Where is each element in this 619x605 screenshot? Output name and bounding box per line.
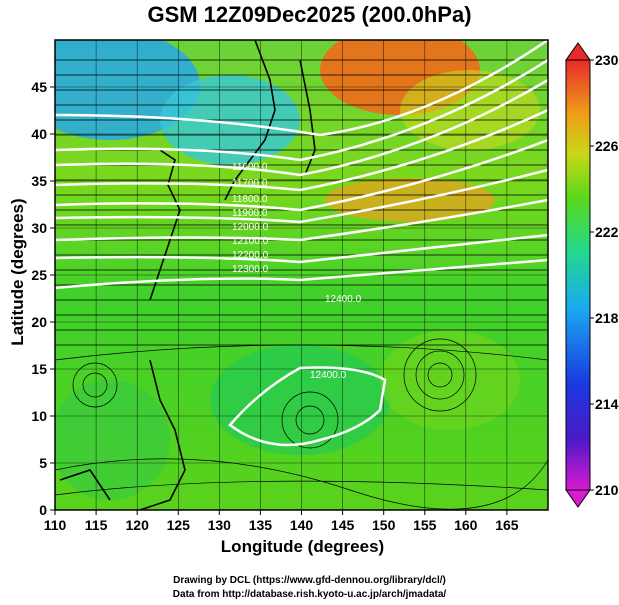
x-axis-label: Longitude (degrees) xyxy=(220,537,385,556)
y-tick-label: 20 xyxy=(31,314,47,330)
contour-label: 11700.0 xyxy=(232,178,268,189)
y-tick-label: 0 xyxy=(39,502,47,518)
x-tick-label: 160 xyxy=(454,517,478,533)
y-tick-labels: 0 5 10 15 20 25 30 35 40 45 xyxy=(31,79,47,518)
x-tick-label: 120 xyxy=(126,517,150,533)
y-tick-label: 25 xyxy=(31,267,47,283)
contour-label: 12100.0 xyxy=(232,236,269,247)
contour-labels: 12400.0 11600.0 11700.0 11800.0 11900.0 … xyxy=(232,162,362,381)
colorbar-tick-label: 222 xyxy=(595,224,619,240)
coastlines xyxy=(59,40,316,510)
y-tick-label: 35 xyxy=(31,173,47,189)
y-tick-label: 45 xyxy=(31,79,47,95)
x-tick-label: 150 xyxy=(372,517,396,533)
x-tick-label: 165 xyxy=(495,517,519,533)
x-tick-label: 140 xyxy=(290,517,314,533)
contour-label: 12000.0 xyxy=(232,222,269,233)
contour-label: 11600.0 xyxy=(232,162,268,173)
colorbar-min-arrow xyxy=(565,489,591,508)
x-axis-ticks xyxy=(54,510,508,515)
colorbar-tick-label: 210 xyxy=(595,482,619,498)
contour-label: 12300.0 xyxy=(232,264,269,275)
colorbar-tick-label: 230 xyxy=(595,52,619,68)
x-tick-label: 145 xyxy=(331,517,355,533)
contour-label: 12400.0 xyxy=(325,294,362,305)
y-axis-ticks xyxy=(50,86,55,511)
y-tick-label: 30 xyxy=(31,220,47,236)
x-tick-labels: 110 115 120 125 130 135 140 145 150 155 … xyxy=(44,517,519,533)
colorbar-max-arrow xyxy=(565,42,591,61)
colorbar-scale xyxy=(565,59,591,491)
credit-drawing: Drawing by DCL (https://www.gfd-dennou.o… xyxy=(173,575,446,586)
x-tick-label: 115 xyxy=(85,517,108,533)
y-tick-label: 5 xyxy=(39,455,47,471)
colorbar-tick-label: 226 xyxy=(595,138,619,154)
x-tick-label: 155 xyxy=(413,517,437,533)
colorbar-tick-label: 218 xyxy=(595,310,619,326)
y-tick-label: 10 xyxy=(31,408,47,424)
y-tick-label: 40 xyxy=(31,126,47,142)
x-tick-label: 125 xyxy=(167,517,191,533)
y-tick-label: 15 xyxy=(31,361,47,377)
credit-data-source: Data from http://database.rish.kyoto-u.a… xyxy=(172,589,447,600)
contour-label: 12200.0 xyxy=(232,250,269,261)
contour-label: 11800.0 xyxy=(232,194,268,205)
y-axis-label: Latitude (degrees) xyxy=(8,198,27,346)
x-tick-label: 110 xyxy=(44,517,67,533)
x-tick-label: 130 xyxy=(208,517,232,533)
contour-label: 12400.0 xyxy=(310,370,347,381)
height-contours xyxy=(55,40,548,447)
colorbar-tick-label: 214 xyxy=(595,396,619,412)
chart-title: GSM 12Z09Dec2025 (200.0hPa) xyxy=(147,2,472,27)
graticule xyxy=(55,40,548,510)
colorbar: 210 214 218 222 226 230 xyxy=(565,42,619,508)
x-tick-label: 135 xyxy=(249,517,273,533)
contour-label: 11900.0 xyxy=(232,208,268,219)
